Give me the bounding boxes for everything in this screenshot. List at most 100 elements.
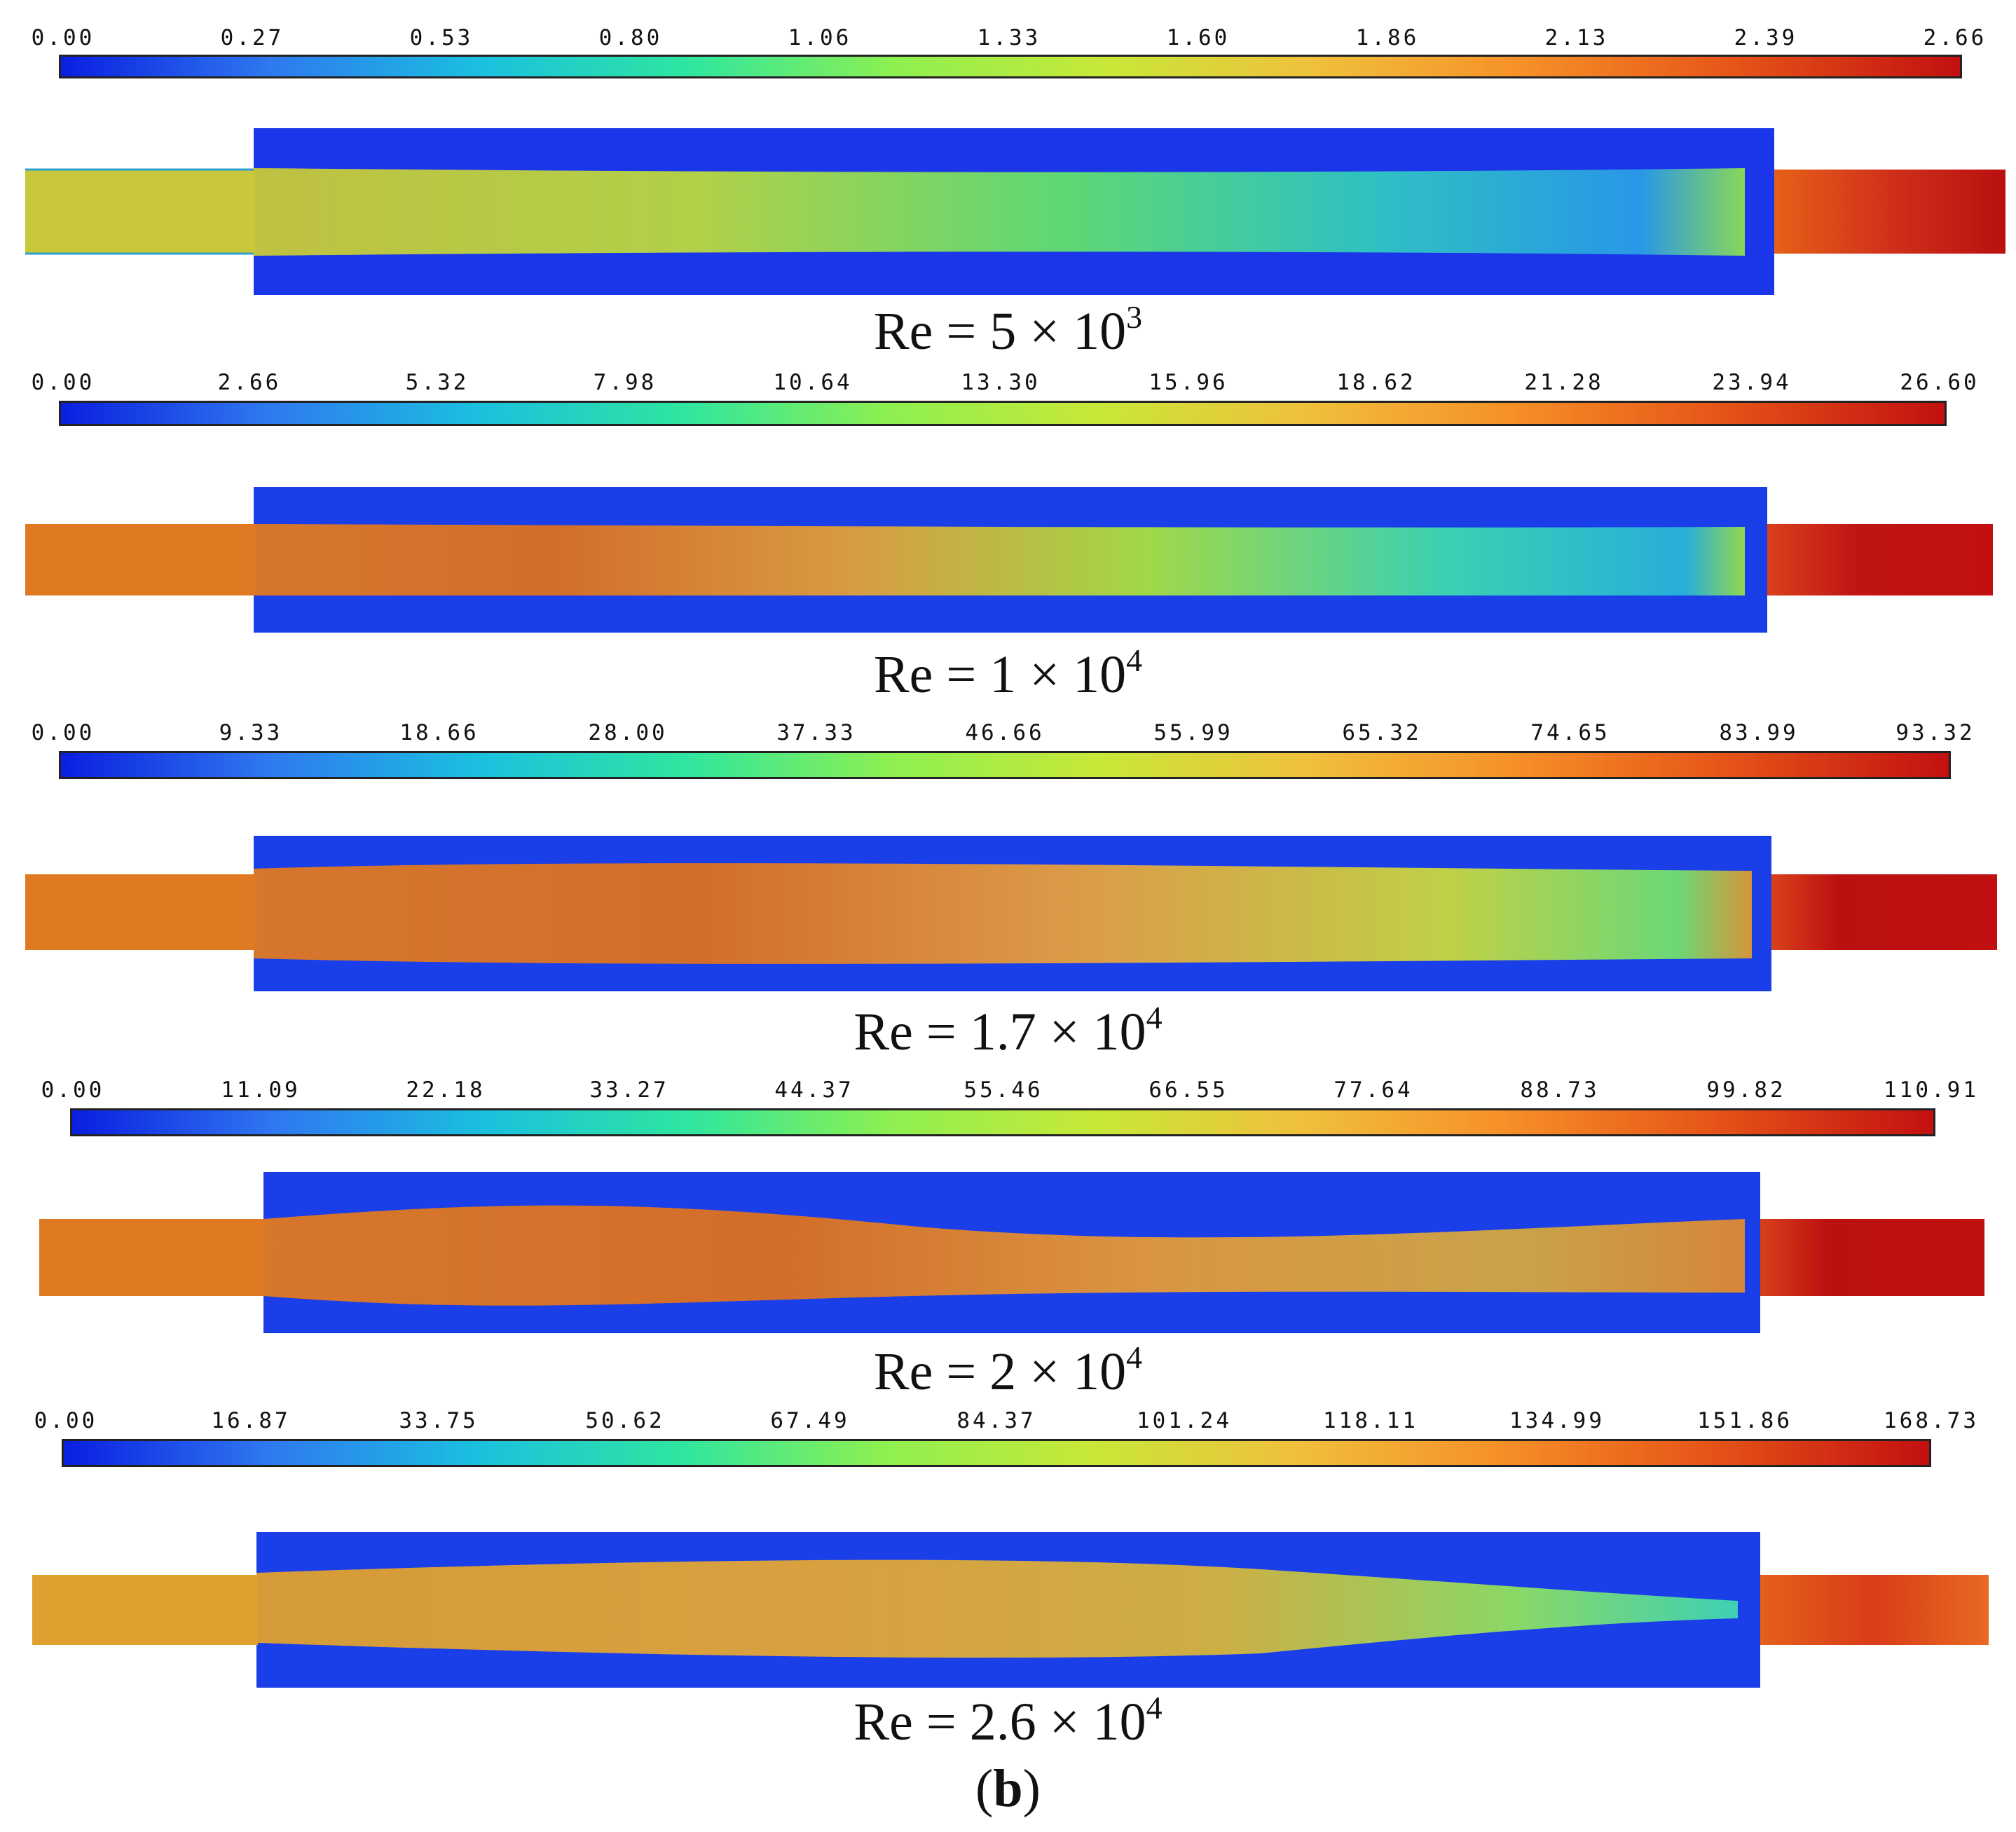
colorbar-tick-label: 0.00 [31,370,95,395]
colorbar-tick-label: 2.66 [217,370,282,395]
inlet-pipe [25,874,255,950]
reynolds-exponent: 4 [1126,642,1143,678]
colorbar [59,401,1947,426]
colorbar-tick-label: 1.60 [1166,25,1230,50]
reynolds-mantissa: Re = 1.7 × 10 [853,1003,1146,1061]
colorbar-tick-label: 15.96 [1148,370,1228,395]
reynolds-mantissa: Re = 2.6 × 10 [853,1693,1146,1751]
colorbar-tick-label: 1.33 [977,25,1041,50]
colorbar-tick-labels: 0.00 16.87 33.75 50.62 67.49 84.37 101.2… [0,1408,2016,1445]
colorbar-tick-label: 18.62 [1336,370,1416,395]
inlet-pipe [25,524,255,595]
colorbar-tick-label: 0.27 [220,25,284,50]
colorbar-tick-label: 0.00 [34,1408,98,1433]
colorbar [59,751,1951,779]
caption-open: ( [975,1759,994,1818]
reynolds-label: Re = 2.6 × 104 [0,1690,2016,1753]
colorbar-tick-label: 0.80 [598,25,663,50]
colorbar-tick-label: 28.00 [588,720,668,745]
colorbar-tick-label: 2.13 [1544,25,1609,50]
colorbar-tick-label: 23.94 [1712,370,1792,395]
velocity-field [32,1532,1989,1688]
jet-core [254,168,1745,256]
colorbar [70,1108,1935,1136]
colorbar-tick-label: 151.86 [1697,1408,1792,1433]
colorbar-tick-label: 88.73 [1520,1077,1600,1103]
colorbar-tick-label: 11.09 [221,1077,301,1103]
panel-re-5e3: 0.00 0.27 0.53 0.80 1.06 1.33 1.60 1.86 … [0,0,2016,361]
jet-core [254,524,1745,595]
panel-re-1-7e4: 0.00 9.33 18.66 28.00 37.33 46.66 55.99 … [0,715,2016,1068]
velocity-field [39,1172,1984,1333]
colorbar-tick-label: 46.66 [965,720,1045,745]
colorbar-tick-label: 99.82 [1706,1077,1786,1103]
colorbar-tick-label: 33.27 [589,1077,669,1103]
colorbar-tick-label: 0.00 [31,25,95,50]
colorbar-tick-label: 18.66 [399,720,479,745]
caption-close: ) [1022,1759,1041,1818]
panel-re-2-6e4: 0.00 16.87 33.75 50.62 67.49 84.37 101.2… [0,1408,2016,1758]
colorbar-tick-label: 13.30 [961,370,1041,395]
velocity-field [25,128,2005,295]
inlet-pipe [32,1575,258,1645]
jet-core [254,863,1752,964]
colorbar-tick-label: 10.64 [773,370,853,395]
colorbar-tick-label: 21.28 [1524,370,1604,395]
reynolds-mantissa: Re = 1 × 10 [873,645,1127,704]
outlet-pipe [1774,170,2005,254]
colorbar-tick-label: 0.53 [409,25,474,50]
colorbar-tick-label: 84.37 [956,1408,1036,1433]
colorbar-tick-label: 22.18 [406,1077,486,1103]
colorbar-tick-label: 16.87 [211,1408,291,1433]
reynolds-label: Re = 1 × 104 [0,642,2016,705]
colorbar-tick-label: 55.99 [1153,720,1233,745]
colorbar-tick-label: 1.86 [1355,25,1420,50]
jet-core [256,1559,1738,1658]
colorbar-tick-label: 55.46 [964,1077,1043,1103]
colorbar-tick-label: 5.32 [405,370,469,395]
colorbar-tick-labels: 0.00 2.66 5.32 7.98 10.64 13.30 15.96 18… [0,364,2016,401]
colorbar-tick-label: 0.00 [31,720,95,745]
colorbar-tick-labels: 0.00 0.27 0.53 0.80 1.06 1.33 1.60 1.86 … [0,0,2016,50]
colorbar-tick-label: 77.64 [1333,1077,1413,1103]
reynolds-mantissa: Re = 5 × 10 [873,302,1127,361]
inlet-pipe [25,170,255,254]
colorbar-tick-label: 2.39 [1734,25,1798,50]
colorbar-tick-label: 110.91 [1884,1077,1979,1103]
colorbar-tick-label: 9.33 [219,720,283,745]
colorbar-tick-label: 67.49 [770,1408,850,1433]
colorbar-tick-label: 33.75 [399,1408,479,1433]
colorbar-tick-label: 83.99 [1719,720,1799,745]
colorbar-tick-label: 50.62 [585,1408,665,1433]
inlet-pipe [39,1219,265,1296]
caption-letter: b [993,1759,1023,1818]
colorbar-tick-label: 118.11 [1323,1408,1418,1433]
colorbar-tick-label: 37.33 [776,720,856,745]
colorbar-tick-label: 134.99 [1509,1408,1605,1433]
panel-re-1e4: 0.00 2.66 5.32 7.98 10.64 13.30 15.96 18… [0,364,2016,711]
velocity-field [25,487,1993,633]
reynolds-label: Re = 2 × 104 [0,1339,2016,1403]
colorbar-tick-label: 26.60 [1900,370,1980,395]
colorbar-tick-label: 1.06 [788,25,852,50]
outlet-pipe [1771,874,1997,950]
colorbar-tick-label: 101.24 [1137,1408,1232,1433]
colorbar-tick-labels: 0.00 9.33 18.66 28.00 37.33 46.66 55.99 … [0,715,2016,751]
colorbar [62,1439,1931,1467]
colorbar-tick-label: 93.32 [1895,720,1975,745]
colorbar-tick-label: 7.98 [593,370,657,395]
panel-re-2e4: 0.00 11.09 22.18 33.27 44.37 55.46 66.55… [0,1072,2016,1408]
reynolds-mantissa: Re = 2 × 10 [873,1342,1127,1401]
reynolds-exponent: 4 [1146,1000,1163,1035]
outlet-pipe [1760,1219,1984,1296]
figure-caption: (b) [0,1758,2016,1819]
velocity-field [25,836,1997,991]
colorbar-tick-label: 168.73 [1884,1408,1979,1433]
reynolds-label: Re = 1.7 × 104 [0,1000,2016,1063]
jet-core [263,1205,1745,1306]
colorbar-tick-label: 74.65 [1530,720,1610,745]
reynolds-exponent: 3 [1126,299,1143,335]
colorbar [59,55,1962,78]
outlet-pipe [1760,1575,1989,1645]
colorbar-tick-label: 44.37 [774,1077,854,1103]
